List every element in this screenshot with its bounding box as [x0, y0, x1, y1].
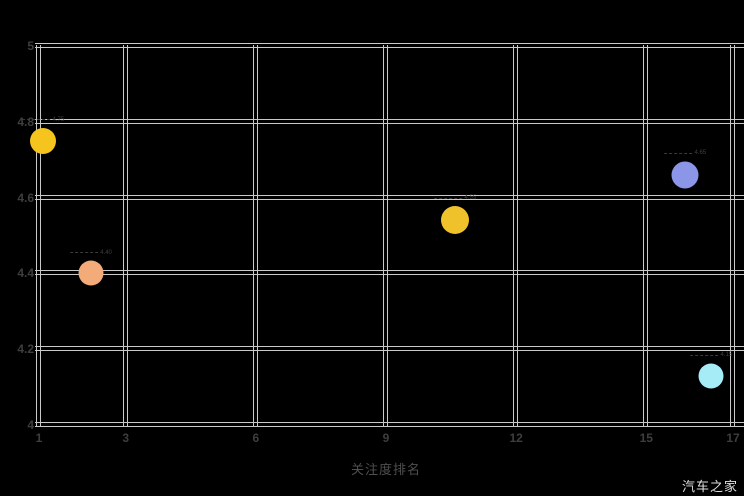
x-axis-title: 关注度排名: [350, 462, 421, 477]
point-annotation: 4.55: [434, 195, 477, 202]
annotation-dash-line: [70, 252, 99, 254]
annotation-text: 4.15: [720, 352, 733, 359]
h-gridline: [35, 422, 744, 427]
v-gridline: [36, 45, 41, 426]
x-tick-label: 9: [382, 431, 390, 445]
h-gridline: [35, 270, 744, 276]
data-point: [30, 127, 57, 154]
data-point: [671, 161, 699, 189]
data-point: [441, 206, 470, 235]
annotation-dash-line: [664, 152, 693, 154]
plot-area: 4.75 4.40 4.55 4.65 4.15: [22, 43, 744, 427]
annotation-dash-line: [690, 354, 719, 356]
v-gridline: [513, 45, 519, 426]
x-tick-label: 3: [122, 431, 130, 445]
annotation-dash-line: [434, 197, 463, 199]
annotation-text: 4.55: [464, 195, 477, 202]
v-gridline: [730, 45, 735, 426]
x-tick-label: 12: [509, 431, 523, 445]
v-gridline: [252, 45, 258, 426]
data-point: [78, 260, 104, 286]
point-annotation: 4.75: [22, 117, 64, 123]
h-gridline: [35, 346, 744, 352]
v-gridline: [122, 45, 128, 426]
watermark-autohome: 汽车之家: [681, 479, 738, 494]
point-annotation: 4.40: [70, 250, 112, 256]
x-tick-label: 15: [639, 431, 653, 445]
h-gridline: [35, 194, 744, 200]
annotation-text: 4.40: [100, 249, 112, 256]
data-point: [698, 363, 724, 389]
annotation-text: 4.65: [694, 150, 707, 157]
y-tick-label: 4.2: [17, 342, 34, 357]
annotation-dash-line: [22, 119, 51, 121]
y-tick-label: 5: [27, 39, 34, 53]
x-tick-label: 6: [252, 431, 260, 445]
h-gridline: [35, 43, 744, 48]
v-gridline: [643, 45, 649, 426]
h-gridline: [35, 118, 744, 124]
y-tick-label: 4.6: [17, 190, 34, 205]
y-tick-label: 4: [27, 418, 34, 432]
x-tick-label: 1: [35, 431, 43, 445]
y-tick-label: 4.4: [17, 266, 34, 281]
point-annotation: 4.15: [690, 352, 732, 358]
x-tick-label: 17: [726, 431, 740, 445]
point-annotation: 4.65: [664, 150, 706, 156]
annotation-text: 4.75: [52, 116, 65, 123]
v-gridline: [383, 45, 388, 426]
y-tick-label: 4.8: [17, 114, 34, 129]
